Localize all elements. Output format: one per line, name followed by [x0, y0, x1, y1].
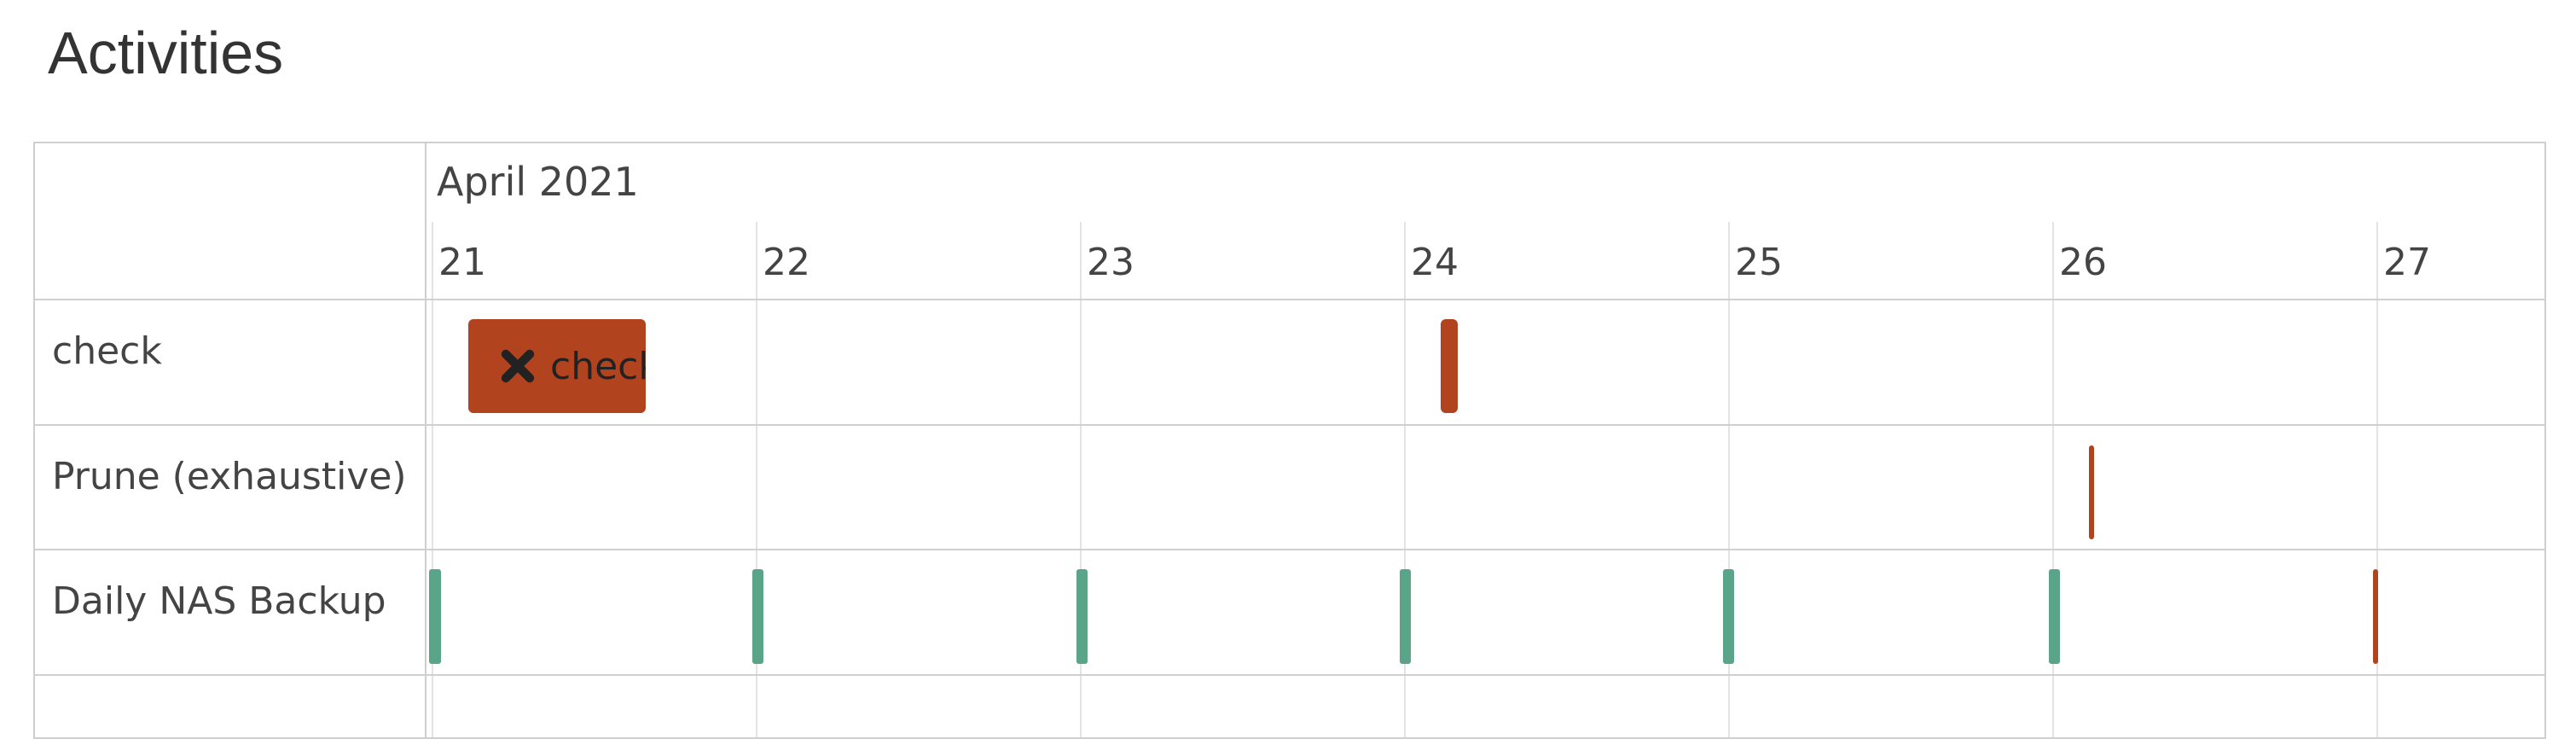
- day-grid-line: [756, 222, 757, 737]
- activity-item[interactable]: [1400, 569, 1411, 664]
- row-line: [35, 299, 2544, 300]
- group-label: Prune (exhaustive): [52, 455, 407, 498]
- row-line: [35, 674, 2544, 676]
- activity-item[interactable]: [2089, 445, 2094, 539]
- day-label: 26: [2059, 241, 2107, 284]
- row-line: [35, 424, 2544, 426]
- month-label: April 2021: [437, 159, 639, 205]
- group-labels: check Prune (exhaustive) Daily NAS Backup: [35, 143, 426, 737]
- timeline: check Prune (exhaustive) Daily NAS Backup …: [33, 142, 2546, 739]
- activity-item[interactable]: [1076, 569, 1088, 664]
- page: Activities check Prune (exhaustive) Daily …: [33, 20, 2546, 739]
- activity-item[interactable]: [429, 569, 441, 664]
- group-label: check: [52, 329, 162, 373]
- day-grid-line: [432, 222, 433, 737]
- day-grid-line: [1404, 222, 1406, 737]
- day-grid-line: [1728, 222, 1730, 737]
- activity-item[interactable]: [1441, 319, 1458, 413]
- day-label: 23: [1087, 241, 1134, 284]
- item-label: check: [550, 344, 646, 388]
- activity-item[interactable]: [2373, 569, 2378, 664]
- group-label: Daily NAS Backup: [52, 579, 386, 623]
- day-label: 25: [1735, 241, 1783, 284]
- day-label: 27: [2383, 241, 2431, 284]
- day-grid-line: [2376, 222, 2378, 737]
- timeline-center: April 2021 21 22 23 24 25 26 27 check: [426, 143, 2544, 737]
- activity-item[interactable]: [1723, 569, 1734, 664]
- fail-icon: [501, 349, 535, 383]
- page-title: Activities: [48, 20, 284, 86]
- row-line: [35, 549, 2544, 550]
- activity-item[interactable]: check: [468, 319, 646, 413]
- activity-item[interactable]: [2049, 569, 2060, 664]
- day-label: 21: [438, 241, 486, 284]
- activity-item[interactable]: [752, 569, 763, 664]
- day-label: 24: [1411, 241, 1459, 284]
- day-label: 22: [763, 241, 810, 284]
- day-grid-line: [1080, 222, 1082, 737]
- day-grid-line: [2052, 222, 2054, 737]
